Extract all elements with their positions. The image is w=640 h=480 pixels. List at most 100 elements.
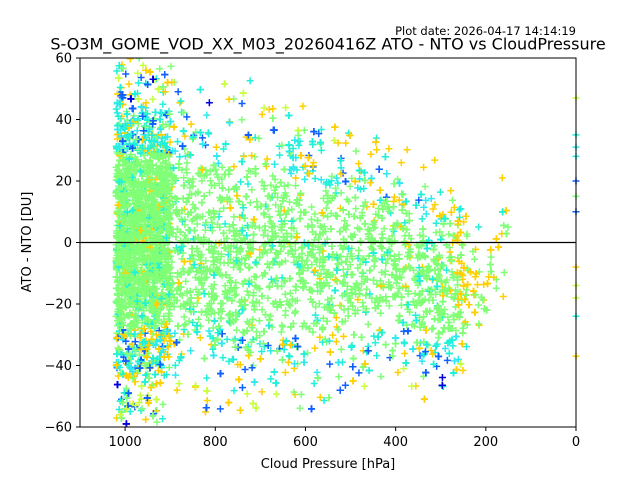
data-point: [269, 105, 277, 113]
data-point: [183, 113, 191, 121]
data-point: [114, 90, 122, 98]
data-point: [122, 384, 130, 392]
data-point: [124, 329, 132, 337]
data-point: [373, 146, 381, 154]
data-point: [166, 138, 174, 146]
data-point: [292, 174, 300, 182]
data-point: [258, 348, 266, 356]
data-point: [301, 175, 309, 183]
data-point: [441, 345, 449, 353]
data-point: [205, 327, 213, 335]
data-point: [360, 382, 368, 390]
data-point: [355, 369, 363, 377]
data-point: [203, 387, 211, 395]
data-point: [119, 91, 127, 99]
data-point: [420, 395, 428, 403]
data-point: [313, 368, 321, 376]
data-point: [342, 139, 350, 147]
data-point: [161, 88, 169, 96]
data-point: [134, 79, 142, 87]
data-point: [176, 153, 184, 161]
data-point: [420, 163, 428, 171]
data-point: [316, 393, 324, 401]
data-point: [159, 100, 167, 108]
data-point: [397, 159, 405, 167]
data-point: [238, 99, 246, 107]
data-point: [317, 126, 325, 134]
data-point: [456, 213, 464, 221]
data-point: [138, 382, 146, 390]
data-point: [326, 360, 334, 368]
data-point: [122, 420, 130, 427]
data-point: [429, 205, 437, 213]
data-point: [335, 373, 343, 381]
data-point: [241, 366, 249, 374]
data-point: [246, 77, 254, 85]
data-point: [438, 381, 446, 389]
data-point: [282, 104, 290, 112]
data-point: [152, 380, 160, 388]
data-point: [205, 99, 213, 107]
data-point: [225, 95, 233, 103]
data-point: [149, 412, 157, 420]
data-point: [220, 145, 228, 153]
data-point: [205, 130, 213, 138]
data-point: [156, 379, 164, 387]
data-point: [147, 383, 155, 391]
data-point: [252, 404, 260, 412]
data-point: [126, 58, 134, 63]
data-point: [290, 164, 298, 172]
data-point: [499, 292, 507, 300]
data-point: [356, 175, 364, 183]
data-point: [135, 351, 143, 359]
data-point: [431, 201, 439, 209]
data-point: [203, 396, 211, 404]
data-point: [289, 144, 297, 152]
data-point: [201, 408, 209, 416]
data-point: [248, 364, 256, 372]
data-point: [144, 349, 152, 357]
data-point: [317, 146, 325, 154]
data-point: [145, 399, 153, 407]
data-point: [403, 146, 411, 154]
data-point: [290, 388, 298, 396]
data-point: [321, 335, 329, 343]
data-point: [159, 415, 167, 423]
data-point: [371, 339, 379, 347]
data-point: [377, 373, 385, 381]
data-point: [230, 387, 238, 395]
data-point: [181, 132, 189, 140]
data-point: [225, 357, 233, 365]
data-point: [113, 109, 121, 117]
data-point: [367, 150, 375, 158]
data-point: [142, 416, 150, 424]
data-point: [187, 120, 195, 128]
data-point: [259, 340, 267, 348]
data-points: [112, 58, 512, 427]
data-point: [284, 358, 292, 366]
data-point: [300, 126, 308, 134]
data-point: [336, 386, 344, 394]
data-point: [278, 141, 286, 149]
data-point: [258, 388, 266, 396]
data-point: [419, 372, 427, 380]
data-point: [475, 223, 483, 231]
data-point: [127, 95, 135, 103]
data-point: [212, 143, 220, 151]
data-point: [116, 411, 124, 419]
data-point: [297, 391, 305, 399]
data-point: [164, 133, 172, 141]
data-point: [373, 352, 381, 360]
data-point: [422, 196, 430, 204]
data-point: [429, 350, 437, 358]
data-point: [427, 195, 435, 203]
data-point: [141, 123, 149, 131]
data-point: [381, 153, 389, 161]
data-point: [287, 170, 295, 178]
data-point: [341, 381, 349, 389]
data-point: [285, 352, 293, 360]
data-point: [334, 139, 342, 147]
data-point: [355, 160, 363, 168]
data-point: [119, 64, 127, 72]
